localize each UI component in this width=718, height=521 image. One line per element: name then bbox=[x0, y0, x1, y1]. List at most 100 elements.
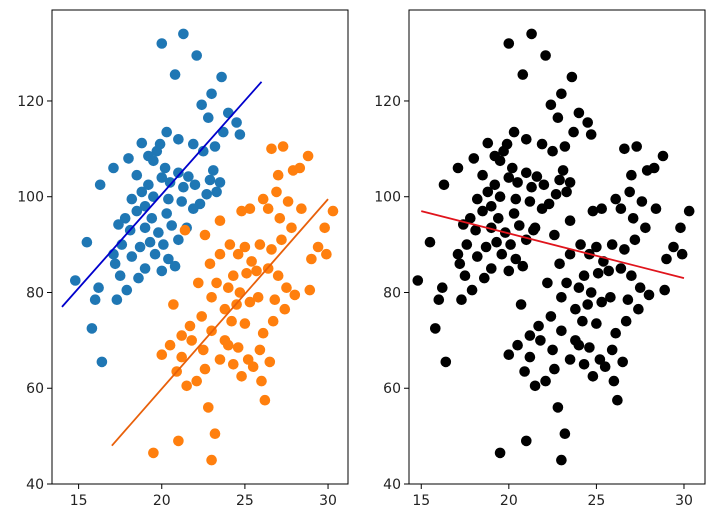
right-series-0-point-11 bbox=[508, 126, 520, 138]
right-series-0-point-47 bbox=[461, 239, 473, 250]
right-series-0-point-36 bbox=[465, 213, 476, 224]
right-series-1-point-34 bbox=[615, 263, 627, 274]
right-series-1-point-72 bbox=[564, 215, 576, 226]
left-series-0-point-5 bbox=[196, 99, 207, 111]
right-series-0-point-75 bbox=[498, 145, 509, 157]
right-series-0-point-49 bbox=[472, 251, 483, 262]
left-series-0-point-3 bbox=[169, 69, 181, 80]
left-series-1-point-12 bbox=[214, 354, 226, 365]
left-series-0-point-46 bbox=[134, 241, 146, 253]
right-series-1-point-32 bbox=[592, 268, 604, 279]
left-series-0-point-34 bbox=[131, 205, 143, 217]
right-series-1-point-39 bbox=[622, 294, 634, 306]
right-series-0-point-29 bbox=[536, 203, 548, 214]
right-series-1-point-4 bbox=[552, 402, 564, 413]
left-series-1-point-58 bbox=[274, 213, 286, 224]
right-series-0-point-21 bbox=[503, 172, 515, 183]
right-series-0-point-50 bbox=[496, 248, 508, 260]
left-series-0-point-59 bbox=[93, 282, 104, 294]
left-series-1-point-33 bbox=[251, 265, 262, 277]
left-series-0-point-27 bbox=[201, 189, 212, 200]
right-series-0-point-25 bbox=[547, 145, 558, 157]
right-series-0-point-44 bbox=[505, 239, 516, 250]
left-series-0-point-75 bbox=[151, 145, 163, 157]
right-series-1-point-43 bbox=[606, 239, 618, 250]
right-series-0-point-59 bbox=[437, 282, 448, 294]
left-series-1-point-50 bbox=[206, 292, 217, 303]
right-fit-line-0 bbox=[421, 210, 685, 279]
right-series-0-point-66 bbox=[438, 179, 450, 191]
left-series-1-point-45 bbox=[276, 234, 287, 246]
right-series-1-point-16 bbox=[587, 371, 599, 382]
right-series-0-point-8 bbox=[582, 117, 593, 128]
right-series-0-point-72 bbox=[568, 126, 579, 138]
left-fit-line-0 bbox=[61, 81, 263, 308]
right-series-0-point-53 bbox=[503, 265, 515, 277]
left-series-1-point-48 bbox=[204, 258, 216, 270]
left-series-1-point-10 bbox=[198, 344, 209, 356]
right-series-1-point-21 bbox=[610, 327, 621, 339]
right-series-1-point-77 bbox=[668, 241, 679, 253]
left-series-0-point-11 bbox=[161, 126, 172, 138]
left-series-1-point-17 bbox=[256, 375, 267, 387]
right-series-1-point-74 bbox=[528, 224, 539, 236]
right-series-0-point-41 bbox=[514, 220, 525, 231]
left-series-1-point-66 bbox=[266, 143, 277, 155]
right-series-0-point-51 bbox=[510, 253, 522, 265]
right-series-1-point-1 bbox=[494, 447, 506, 459]
left-series-0-point-31 bbox=[163, 193, 174, 205]
right-series-1-point-81 bbox=[570, 335, 581, 346]
left-series-1-point-5 bbox=[181, 380, 192, 392]
left-series-0-point-67 bbox=[204, 174, 216, 186]
right-series-1-point-29 bbox=[573, 282, 585, 294]
left-series-0-point-18 bbox=[131, 169, 143, 181]
left-series-1-point-2 bbox=[173, 435, 184, 447]
left-series-0-point-37 bbox=[113, 219, 124, 230]
left-series-0-point-16 bbox=[123, 153, 134, 164]
right-series-1-point-85 bbox=[633, 303, 644, 315]
right-series-0-point-57 bbox=[479, 272, 490, 284]
right-series-1-point-11 bbox=[556, 325, 567, 337]
right-series-1-point-44 bbox=[619, 244, 630, 255]
left-series-1-point-72 bbox=[214, 215, 226, 226]
right-series-1-point-25 bbox=[582, 299, 593, 310]
right-series-1-point-70 bbox=[596, 203, 607, 214]
left-series-1-point-73 bbox=[199, 229, 211, 241]
right-series-0-point-35 bbox=[472, 193, 483, 205]
left-series-1-point-4 bbox=[203, 402, 214, 413]
right-series-0-point-1 bbox=[526, 28, 537, 40]
left-series-1-point-31 bbox=[228, 270, 239, 282]
right-series-0-point-3 bbox=[517, 69, 529, 80]
left-series-0-point-9 bbox=[203, 112, 214, 123]
right-series-1-point-12 bbox=[564, 354, 576, 365]
right-series-0-point-32 bbox=[494, 191, 506, 202]
left-series-1-point-29 bbox=[223, 282, 234, 294]
right-series-0-point-4 bbox=[566, 71, 578, 83]
right-series-0-point-9 bbox=[552, 112, 564, 123]
right-series-1-point-28 bbox=[585, 287, 597, 298]
right-series-0-point-64 bbox=[412, 275, 424, 286]
left-series-1-point-7 bbox=[156, 349, 168, 361]
right-series-1-point-20 bbox=[617, 356, 628, 368]
left-series-1-point-23 bbox=[226, 315, 237, 327]
right-series-0-point-31 bbox=[510, 193, 522, 205]
right-series-1-point-38 bbox=[659, 284, 670, 296]
right-series-0-point-67 bbox=[554, 174, 565, 186]
right-series-0-point-23 bbox=[521, 167, 532, 179]
right-series-0-point-19 bbox=[494, 155, 506, 167]
right-series-1-point-24 bbox=[570, 303, 581, 315]
left-series-0-point-58 bbox=[121, 284, 133, 296]
left-series-1-point-69 bbox=[257, 193, 269, 205]
left-series-0-point-56 bbox=[114, 270, 126, 282]
right-series-1-point-7 bbox=[503, 349, 515, 361]
left-series-0-point-79 bbox=[146, 213, 158, 224]
right-series-0-point-34 bbox=[477, 205, 488, 217]
left-series-0-point-14 bbox=[136, 137, 148, 149]
left-series-1-point-82 bbox=[228, 359, 239, 370]
right-series-1-point-67 bbox=[631, 141, 642, 152]
right-series-1-point-45 bbox=[629, 234, 641, 246]
left-series-0-point-32 bbox=[148, 191, 159, 202]
left-series-0-point-74 bbox=[143, 179, 154, 191]
right-series-0-point-17 bbox=[452, 162, 464, 174]
right-series-1-point-17 bbox=[608, 375, 620, 387]
